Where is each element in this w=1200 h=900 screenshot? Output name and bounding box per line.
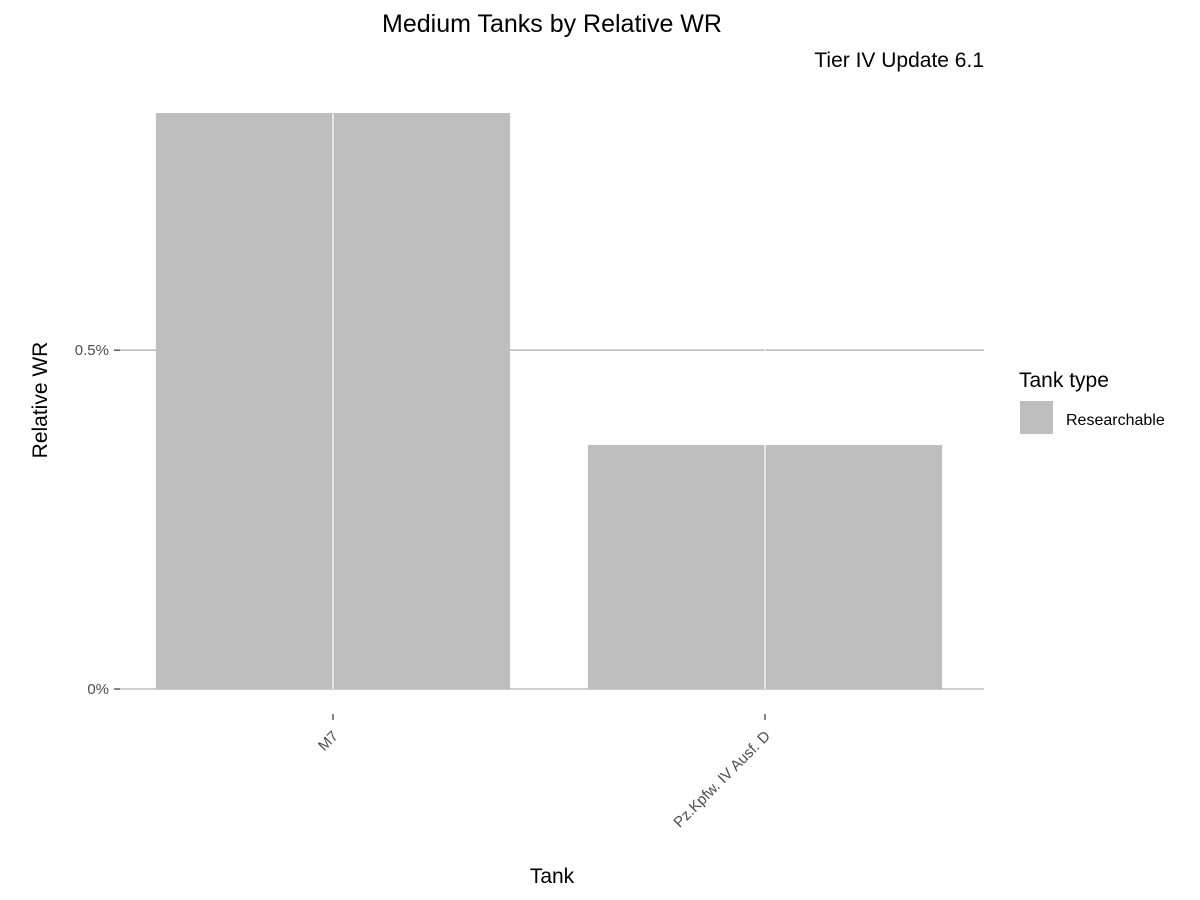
x-axis-ticks: M7 Pz.Kpfw. IV Ausf. D xyxy=(315,714,774,831)
y-axis-title: Relative WR xyxy=(29,342,52,459)
x-tick-label: M7 xyxy=(315,728,342,755)
legend-label-researchable: Researchable xyxy=(1066,412,1165,429)
x-tick-label: Pz.Kpfw. IV Ausf. D xyxy=(670,728,774,832)
legend: Tank type Researchable xyxy=(1019,369,1165,434)
y-tick-label: 0% xyxy=(87,681,109,698)
legend-key-researchable xyxy=(1020,401,1053,434)
chart-title: Medium Tanks by Relative WR xyxy=(382,10,722,38)
y-axis-ticks: 0% 0.5% xyxy=(75,342,120,698)
bars xyxy=(155,95,943,689)
legend-title: Tank type xyxy=(1019,369,1109,392)
y-tick-label: 0.5% xyxy=(75,342,109,359)
x-axis-title: Tank xyxy=(530,865,575,888)
chart-subtitle: Tier IV Update 6.1 xyxy=(814,49,984,72)
